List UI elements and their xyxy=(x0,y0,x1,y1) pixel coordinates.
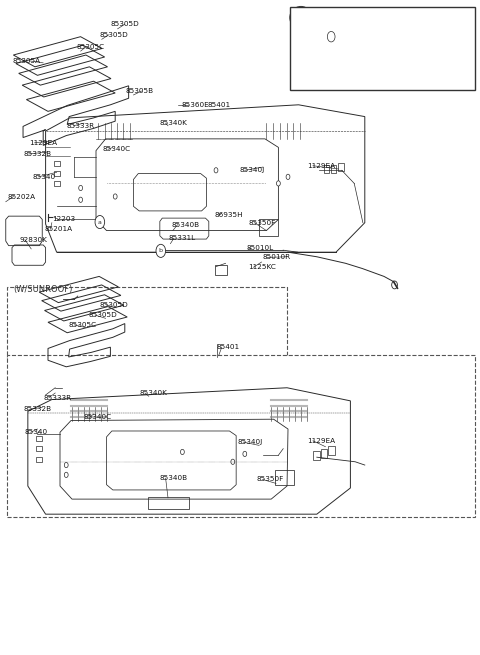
Text: 1129EA: 1129EA xyxy=(307,162,336,169)
Text: 85201A: 85201A xyxy=(45,226,73,233)
Text: a: a xyxy=(98,219,102,225)
Bar xyxy=(313,451,320,460)
Circle shape xyxy=(79,197,83,202)
Circle shape xyxy=(156,244,166,257)
Text: 85305D: 85305D xyxy=(110,21,139,28)
Text: 85350F: 85350F xyxy=(249,219,276,226)
Text: 85235: 85235 xyxy=(365,39,388,46)
Circle shape xyxy=(64,462,68,468)
Bar xyxy=(338,163,344,171)
Bar xyxy=(54,171,60,176)
Text: 85340C: 85340C xyxy=(102,146,131,153)
Circle shape xyxy=(231,459,235,464)
Circle shape xyxy=(79,185,83,191)
Text: 1229MA: 1229MA xyxy=(365,67,395,73)
Text: 85305C: 85305C xyxy=(77,43,105,50)
Bar xyxy=(321,449,327,458)
Bar xyxy=(290,7,475,90)
Circle shape xyxy=(392,281,397,289)
Bar xyxy=(148,497,189,509)
Bar xyxy=(259,219,278,236)
Bar xyxy=(36,436,42,441)
Text: 85340B: 85340B xyxy=(172,221,200,228)
Circle shape xyxy=(95,215,105,229)
Text: 85305A: 85305A xyxy=(13,58,41,64)
Text: 85305D: 85305D xyxy=(89,312,118,318)
Bar xyxy=(36,446,42,451)
Circle shape xyxy=(64,472,68,477)
Circle shape xyxy=(180,449,184,455)
Circle shape xyxy=(243,451,247,457)
Text: 85332B: 85332B xyxy=(23,151,51,157)
Text: 85340K: 85340K xyxy=(139,390,167,396)
Circle shape xyxy=(113,194,117,199)
Text: 85340B: 85340B xyxy=(160,475,188,481)
Circle shape xyxy=(327,31,335,42)
Text: 92830K: 92830K xyxy=(19,236,47,243)
Bar xyxy=(328,446,335,455)
Text: 85305D: 85305D xyxy=(99,301,128,308)
Bar xyxy=(36,457,42,462)
FancyBboxPatch shape xyxy=(7,287,287,358)
FancyBboxPatch shape xyxy=(7,355,475,517)
Text: 85305D: 85305D xyxy=(99,31,128,38)
Text: 85401: 85401 xyxy=(217,344,240,350)
Bar xyxy=(54,161,60,166)
Text: 85360E: 85360E xyxy=(181,102,209,108)
Text: 12203: 12203 xyxy=(52,215,75,222)
Bar xyxy=(54,181,60,186)
Text: 85010L: 85010L xyxy=(247,245,274,252)
Bar xyxy=(275,470,294,485)
Text: a: a xyxy=(299,13,303,22)
Circle shape xyxy=(276,181,280,186)
Text: 85350F: 85350F xyxy=(257,476,284,483)
Text: 1125KC: 1125KC xyxy=(249,264,276,271)
Text: 85401: 85401 xyxy=(207,102,230,108)
Bar xyxy=(215,265,227,275)
Text: b: b xyxy=(159,248,163,253)
Text: 85305B: 85305B xyxy=(126,88,154,94)
Text: 85333R: 85333R xyxy=(43,394,72,401)
Text: 85331L: 85331L xyxy=(169,235,196,242)
Text: 85340C: 85340C xyxy=(84,414,112,421)
Text: 85010R: 85010R xyxy=(262,254,290,261)
Circle shape xyxy=(214,168,218,173)
Text: 85340: 85340 xyxy=(25,429,48,436)
Bar xyxy=(331,165,336,173)
Text: (W/SUNROOF): (W/SUNROOF) xyxy=(13,285,73,294)
Bar xyxy=(324,165,329,173)
Text: 1129EA: 1129EA xyxy=(307,438,336,444)
Text: 85340K: 85340K xyxy=(159,120,187,126)
Text: 85332B: 85332B xyxy=(23,406,51,413)
Text: 1129EA: 1129EA xyxy=(29,140,57,146)
Text: 85305C: 85305C xyxy=(68,322,96,328)
Text: 86935H: 86935H xyxy=(214,212,243,218)
Text: 85202A: 85202A xyxy=(7,193,36,200)
Text: 85340: 85340 xyxy=(33,174,56,180)
Text: 85333R: 85333R xyxy=(66,122,95,129)
Circle shape xyxy=(286,174,290,179)
Text: 85340J: 85340J xyxy=(239,167,264,174)
Text: 85340J: 85340J xyxy=(238,439,263,445)
